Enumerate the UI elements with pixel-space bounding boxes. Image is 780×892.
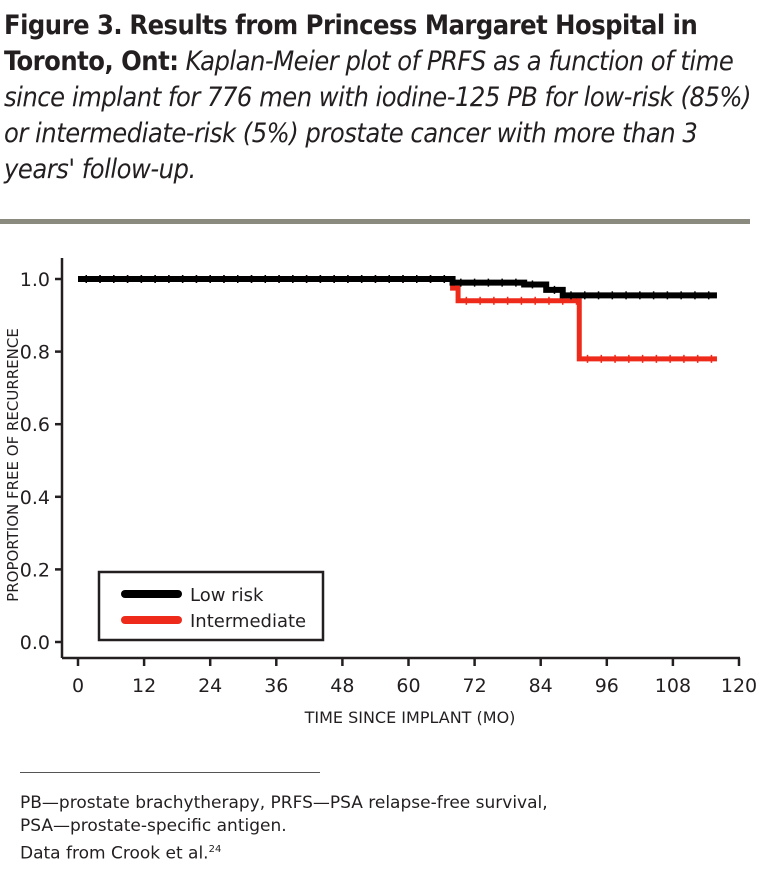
x-tick-label: 0 — [72, 675, 84, 697]
y-tick-label: 0.4 — [20, 487, 50, 509]
legend-box — [97, 570, 325, 642]
series-line-low-risk — [78, 276, 717, 299]
footnote-source: Data from Crook et al. — [20, 843, 209, 864]
x-tick-label: 96 — [595, 675, 619, 697]
figure-description: Kaplan-Meier plot of PRFS as a function … — [4, 46, 752, 185]
x-tick-label: 108 — [655, 675, 691, 697]
x-tick-label: 72 — [463, 675, 487, 697]
km-chart: 0 12 24 36 48 60 72 84 96 108 120 0.0 0.2 0.4 0.6 0.8 1.… — [4, 258, 757, 727]
figure-caption: Figure 3. Results from Princess Margaret… — [4, 8, 774, 188]
x-tick-label: 60 — [396, 675, 420, 697]
y-tick-label: 0.8 — [20, 342, 50, 364]
footnote-line: PSA—prostate-specific antigen. — [20, 816, 287, 836]
legend-label: Intermediate — [190, 611, 306, 632]
x-tick-label: 120 — [721, 675, 757, 697]
y-tick-label: 1.0 — [20, 269, 50, 291]
y-tick-label: 0.6 — [20, 414, 50, 436]
x-tick-label: 24 — [198, 675, 222, 697]
y-axis-label: PROPORTION FREE OF RECURRENCE — [4, 328, 22, 602]
figure-label: Figure 3. — [4, 10, 123, 41]
figure-title: Results from Princess Margaret Hospital … — [4, 10, 698, 77]
x-axis-label: TIME SINCE IMPLANT (MO) — [304, 708, 516, 727]
legend-label: Low risk — [190, 585, 264, 606]
footnote-ref: 24 — [208, 844, 222, 855]
x-tick-label: 48 — [330, 675, 354, 697]
y-tick-label: 0.2 — [20, 559, 50, 581]
footnote-line: PB—prostate brachytherapy, PRFS—PSA rela… — [20, 793, 548, 813]
footnote-line: Data from Crook et al.24 — [20, 838, 548, 866]
x-tick-label: 12 — [132, 675, 156, 697]
series-line-intermediate — [78, 276, 717, 362]
footnote-divider — [20, 772, 320, 773]
footnote: PB—prostate brachytherapy, PRFS—PSA rela… — [20, 792, 548, 866]
x-tick-label: 84 — [529, 675, 553, 697]
divider — [0, 219, 750, 224]
x-tick-label: 36 — [264, 675, 288, 697]
y-tick-label: 0.0 — [20, 632, 50, 654]
